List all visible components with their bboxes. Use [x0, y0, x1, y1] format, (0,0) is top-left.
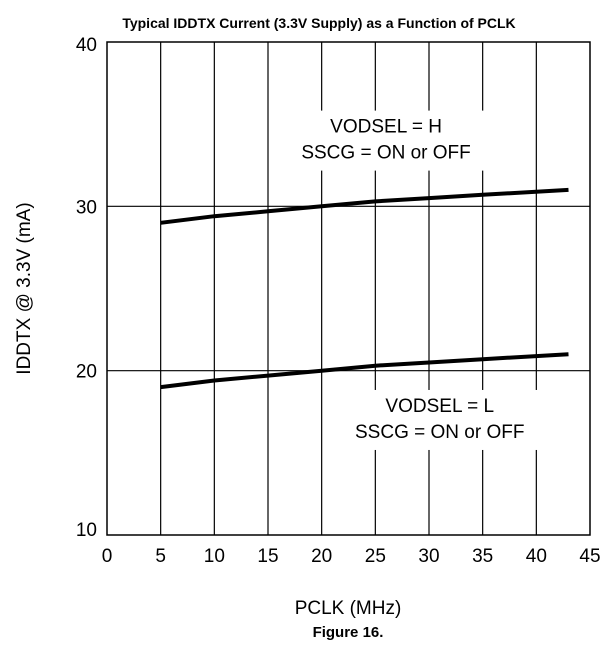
x-tick-label: 10 — [204, 546, 225, 567]
annotation-backdrop — [324, 389, 555, 450]
x-tick-label: 25 — [365, 546, 386, 567]
plot-frame — [106, 41, 591, 536]
x-tick-label: 15 — [257, 546, 278, 567]
series-line-0 — [160, 187, 569, 225]
annotation-text: VODSEL = L — [385, 396, 494, 417]
x-tick-label: 30 — [418, 546, 439, 567]
y-tick-label: 40 — [76, 35, 97, 56]
chart-title: Typical IDDTX Current (3.3V Supply) as a… — [122, 15, 515, 31]
x-tick-label: 45 — [579, 546, 600, 567]
series-line-1 — [160, 352, 569, 390]
y-tick-label: 20 — [76, 362, 97, 383]
annotation-text: VODSEL = H — [330, 117, 442, 138]
tick-labels: 0 5 10 15 20 25 30 35 40 45 10 20 30 40 — [76, 35, 601, 567]
y-axis-label: IDDTX @ 3.3V (mA) — [14, 202, 35, 374]
x-tick-label: 35 — [472, 546, 493, 567]
x-tick-label: 20 — [311, 546, 332, 567]
figure-caption: Figure 16. — [313, 624, 384, 641]
y-tick-label: 10 — [76, 520, 97, 541]
x-axis-label: PCLK (MHz) — [295, 598, 402, 619]
x-tick-label: 0 — [102, 546, 113, 567]
x-tick-label: 40 — [526, 546, 547, 567]
annotation-text: SSCG = ON or OFF — [355, 422, 524, 443]
annotations: VODSEL = H SSCG = ON or OFF VODSEL = L SSCG… — [271, 110, 555, 450]
y-tick-label: 30 — [76, 197, 97, 218]
annotation-backdrop — [271, 110, 502, 171]
data-series — [160, 187, 569, 390]
x-tick-label: 5 — [155, 546, 166, 567]
annotation-text: SSCG = ON or OFF — [301, 143, 470, 164]
